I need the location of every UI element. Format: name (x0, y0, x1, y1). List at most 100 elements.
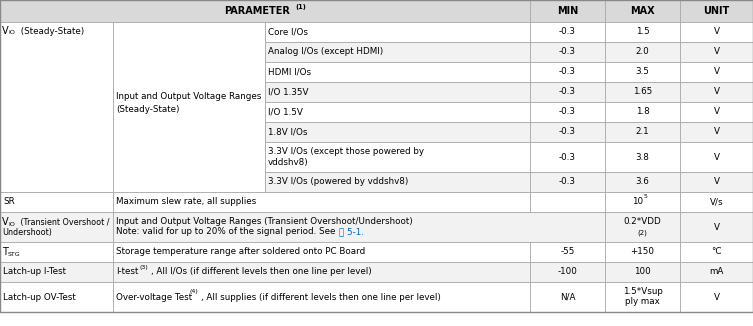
Bar (113, 282, 530, 312)
Text: I-test: I-test (116, 268, 139, 276)
Text: 2.0: 2.0 (636, 48, 649, 56)
Bar (265, 122, 530, 142)
Bar (530, 172, 605, 192)
Text: 10: 10 (632, 198, 643, 206)
Bar (530, 42, 605, 62)
Text: V: V (714, 292, 720, 302)
Bar (605, 282, 680, 312)
Text: V: V (714, 48, 720, 56)
Text: 1.5: 1.5 (636, 27, 649, 37)
Text: Note: valid for up to 20% of the signal period. See: Note: valid for up to 20% of the signal … (116, 228, 338, 236)
Text: 1.8V I/Os: 1.8V I/Os (268, 127, 307, 137)
Bar (0, 0, 530, 22)
Bar (605, 142, 680, 172)
Bar (0, 212, 113, 242)
Bar (530, 282, 605, 312)
Bar (605, 102, 680, 122)
Bar (605, 192, 680, 212)
Text: -0.3: -0.3 (559, 153, 576, 161)
Bar (605, 82, 680, 102)
Bar (680, 192, 753, 212)
Bar (680, 142, 753, 172)
Text: 0.2*VDD: 0.2*VDD (623, 217, 661, 227)
Text: -0.3: -0.3 (559, 127, 576, 137)
Text: T: T (2, 247, 8, 257)
Text: HDMI I/Os: HDMI I/Os (268, 67, 311, 77)
Text: MAX: MAX (630, 6, 655, 16)
Text: 2.1: 2.1 (636, 127, 649, 137)
Bar (0, 262, 113, 282)
Bar (605, 22, 680, 42)
Text: -0.3: -0.3 (559, 48, 576, 56)
Text: V: V (2, 26, 8, 36)
Bar (680, 82, 753, 102)
Bar (680, 262, 753, 282)
Text: (Steady-State): (Steady-State) (18, 26, 84, 36)
Text: Latch-up I-Test: Latch-up I-Test (3, 268, 66, 276)
Text: V: V (2, 217, 8, 227)
Text: SR: SR (3, 198, 15, 206)
Bar (530, 192, 605, 212)
Text: -0.3: -0.3 (559, 27, 576, 37)
Text: Storage temperature range after soldered onto PC Board: Storage temperature range after soldered… (116, 247, 365, 257)
Text: (1): (1) (295, 4, 306, 10)
Text: Undershoot): Undershoot) (2, 228, 52, 236)
Text: STG: STG (8, 253, 20, 258)
Text: 3.3V I/Os (powered by vddshv8): 3.3V I/Os (powered by vddshv8) (268, 177, 408, 186)
Text: 1.5*Vsup: 1.5*Vsup (623, 287, 663, 295)
Bar (530, 82, 605, 102)
Text: 3.8: 3.8 (636, 153, 649, 161)
Bar (530, 142, 605, 172)
Bar (530, 262, 605, 282)
Bar (680, 42, 753, 62)
Text: 3.6: 3.6 (636, 177, 649, 186)
Bar (605, 212, 680, 242)
Text: I/O 1.35V: I/O 1.35V (268, 87, 309, 96)
Bar (265, 62, 530, 82)
Bar (265, 22, 530, 42)
Bar (605, 62, 680, 82)
Text: IO: IO (8, 31, 15, 36)
Bar (680, 242, 753, 262)
Bar (530, 22, 605, 42)
Bar (113, 262, 530, 282)
Text: N/A: N/A (559, 292, 575, 302)
Text: I/O 1.5V: I/O 1.5V (268, 108, 303, 116)
Bar (265, 172, 530, 192)
Bar (265, 142, 530, 172)
Bar (680, 62, 753, 82)
Bar (113, 22, 265, 192)
Text: -0.3: -0.3 (559, 87, 576, 96)
Bar (530, 102, 605, 122)
Text: V/s: V/s (709, 198, 724, 206)
Text: °C: °C (712, 247, 721, 257)
Text: (3): (3) (140, 264, 149, 270)
Bar (605, 172, 680, 192)
Bar (680, 122, 753, 142)
Bar (680, 0, 753, 22)
Text: 1.8: 1.8 (636, 108, 649, 116)
Text: PARAMETER: PARAMETER (224, 6, 290, 16)
Bar (680, 102, 753, 122)
Bar (265, 102, 530, 122)
Text: Input and Output Voltage Ranges (Transient Overshoot/Undershoot): Input and Output Voltage Ranges (Transie… (116, 217, 413, 227)
Text: (Transient Overshoot /: (Transient Overshoot / (18, 217, 109, 227)
Text: +150: +150 (630, 247, 654, 257)
Text: -0.3: -0.3 (559, 177, 576, 186)
Text: -0.3: -0.3 (559, 108, 576, 116)
Bar (680, 212, 753, 242)
Text: -100: -100 (557, 268, 578, 276)
Bar (113, 192, 530, 212)
Text: IO: IO (8, 221, 15, 227)
Text: MIN: MIN (557, 6, 578, 16)
Bar (605, 122, 680, 142)
Text: , All supplies (if different levels then one line per level): , All supplies (if different levels then… (201, 292, 441, 302)
Bar (530, 122, 605, 142)
Text: 100: 100 (634, 268, 651, 276)
Text: V: V (714, 153, 720, 161)
Bar (265, 42, 530, 62)
Bar (265, 82, 530, 102)
Text: Maximum slew rate, all supplies: Maximum slew rate, all supplies (116, 198, 256, 206)
Text: ply max: ply max (625, 298, 660, 306)
Bar (680, 22, 753, 42)
